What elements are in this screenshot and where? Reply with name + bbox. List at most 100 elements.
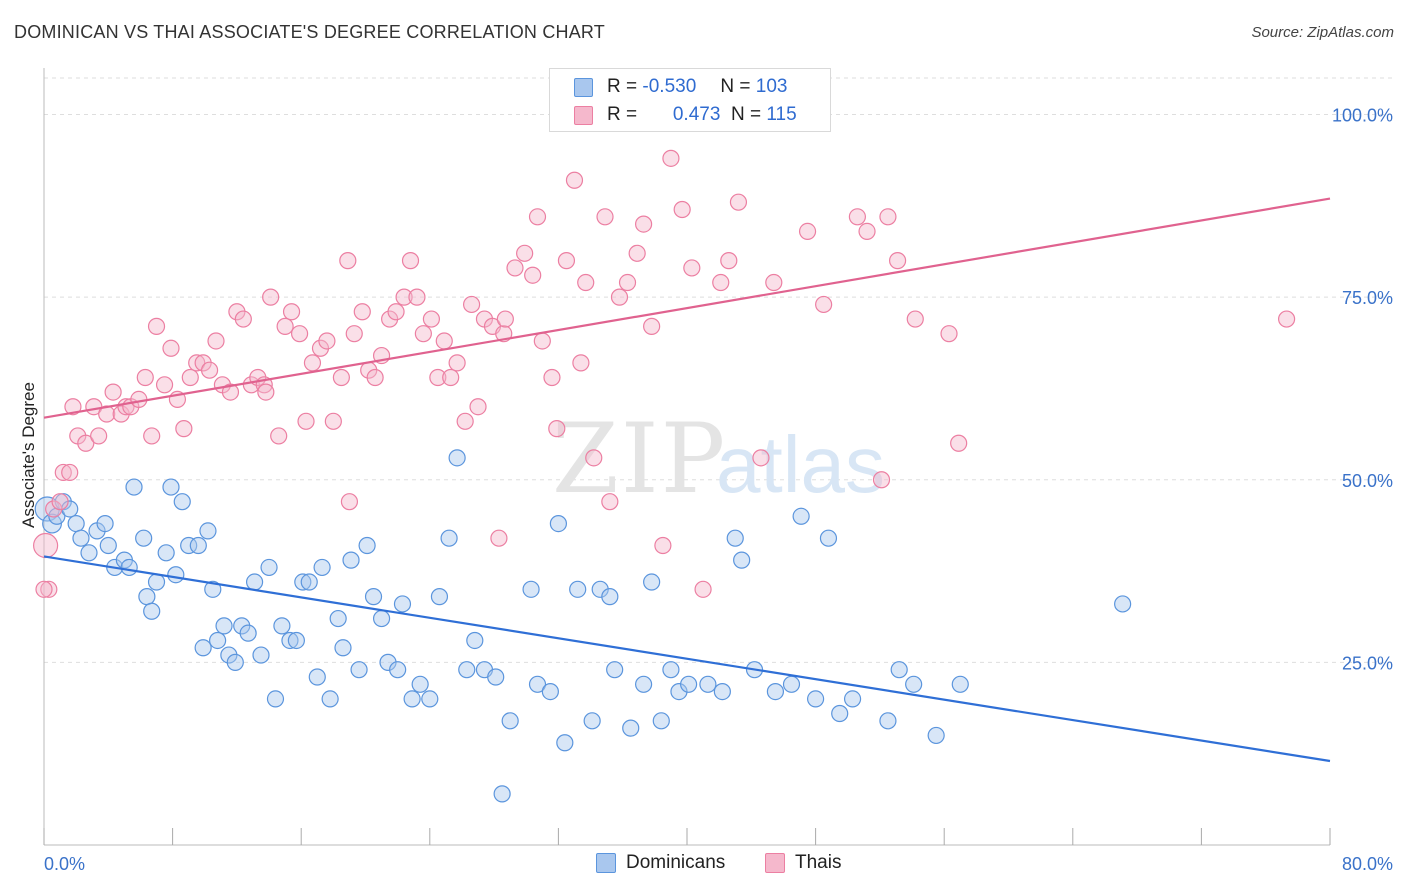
dominicans-point <box>99 536 117 555</box>
thais-point <box>577 273 595 292</box>
thais-point <box>181 368 199 387</box>
thais-point <box>90 427 108 445</box>
thais-point <box>345 325 363 343</box>
thais-point <box>496 310 514 328</box>
y-tick-label: 100.0% <box>1332 106 1393 126</box>
axes <box>43 68 1331 846</box>
thais-point <box>318 332 336 350</box>
dominicans-point <box>215 617 233 635</box>
thais-point <box>324 412 342 430</box>
dominicans-point <box>556 734 574 752</box>
dominicans-point <box>622 719 640 737</box>
y-tick-label: 25.0% <box>1342 653 1393 673</box>
thais-point <box>533 332 551 350</box>
thais-point <box>712 273 730 292</box>
dominicans-point <box>699 675 717 693</box>
dominicans-point <box>1114 595 1132 613</box>
thais-point <box>618 273 637 292</box>
thais-point <box>673 200 691 219</box>
thais-point <box>798 222 817 240</box>
thais-point <box>104 383 122 401</box>
y-axis-label: Associate's Degree <box>19 382 38 528</box>
thais-point <box>33 532 59 559</box>
dominicans-point <box>792 507 810 525</box>
thais-point <box>456 412 474 430</box>
thais-point <box>353 303 371 321</box>
dominicans-point <box>831 704 849 723</box>
chart-title: DOMINICAN VS THAI ASSOCIATE'S DEGREE COR… <box>14 22 606 42</box>
thais-point <box>234 310 252 328</box>
dominicans-point <box>209 631 227 650</box>
thais-point <box>462 295 481 314</box>
thais-point <box>408 288 426 306</box>
thais-point <box>257 383 275 401</box>
dominicans-point <box>204 580 222 598</box>
dominicans-point <box>173 493 191 511</box>
dominicans-point <box>680 675 698 693</box>
dominicans-point <box>843 690 862 708</box>
thais-point <box>282 303 301 321</box>
thais-point <box>601 493 619 511</box>
thais-point <box>51 493 69 511</box>
thais-point <box>395 288 413 306</box>
dominicans-point <box>96 514 114 533</box>
thais-point <box>303 354 322 372</box>
thais-point <box>290 325 309 343</box>
dominicans-point <box>321 690 339 708</box>
dominicans-point <box>138 588 156 606</box>
dominicans-point <box>329 609 347 628</box>
dominicans-point <box>252 646 270 664</box>
dominicans-point <box>493 785 511 803</box>
dominicans-point <box>300 573 318 591</box>
dominicans-point <box>342 551 360 569</box>
dominicans-point <box>713 682 731 701</box>
dominicans-point <box>951 675 969 693</box>
dominicans-legend-swatch <box>596 853 616 873</box>
n-label: N = <box>730 104 762 125</box>
dominicans-point <box>733 551 751 569</box>
dominicans-point <box>260 558 278 577</box>
thais-point <box>557 252 576 270</box>
thais-point <box>872 471 891 489</box>
thais-point <box>143 427 161 445</box>
thais-point <box>61 463 79 482</box>
source-label: Source: ZipAtlas.com <box>1251 24 1394 41</box>
dominicans-point <box>606 661 624 679</box>
dominicans-point <box>458 661 476 679</box>
thais-point <box>422 310 441 328</box>
thais-point <box>694 580 712 598</box>
thais-point <box>654 536 672 555</box>
dominicans-point <box>125 478 143 496</box>
dominicans-point <box>583 712 601 730</box>
dominicans-point <box>273 617 291 635</box>
dominicans-point <box>662 661 680 679</box>
dominicans-point <box>819 529 838 547</box>
dominicans-point <box>549 514 568 533</box>
thais-point <box>888 252 907 270</box>
dominicans-point <box>501 712 519 730</box>
thais-legend-label: Thais <box>795 852 842 873</box>
y-tick-label: 50.0% <box>1342 471 1393 491</box>
thais-point <box>147 317 166 335</box>
thais-point <box>40 580 58 598</box>
dominicans-point <box>403 690 421 708</box>
thais-point <box>765 273 783 292</box>
dominicans-point <box>364 588 383 606</box>
legend-row-thais: R = 0.473 N = 115 <box>574 101 797 129</box>
dominicans-point <box>541 682 559 701</box>
thais-point <box>469 398 487 416</box>
dominicans-point <box>569 580 587 598</box>
dominicans-trend-line <box>43 555 1331 763</box>
thais-point <box>64 398 82 416</box>
thais-point <box>683 259 701 277</box>
thais-point <box>297 412 315 430</box>
dominicans-point <box>905 675 923 693</box>
dominicans-point <box>879 712 897 730</box>
dominicans-point <box>411 675 429 693</box>
thais-point <box>643 317 661 335</box>
thais-point <box>188 354 206 372</box>
thais-point <box>429 368 447 387</box>
thais-point <box>506 259 524 277</box>
